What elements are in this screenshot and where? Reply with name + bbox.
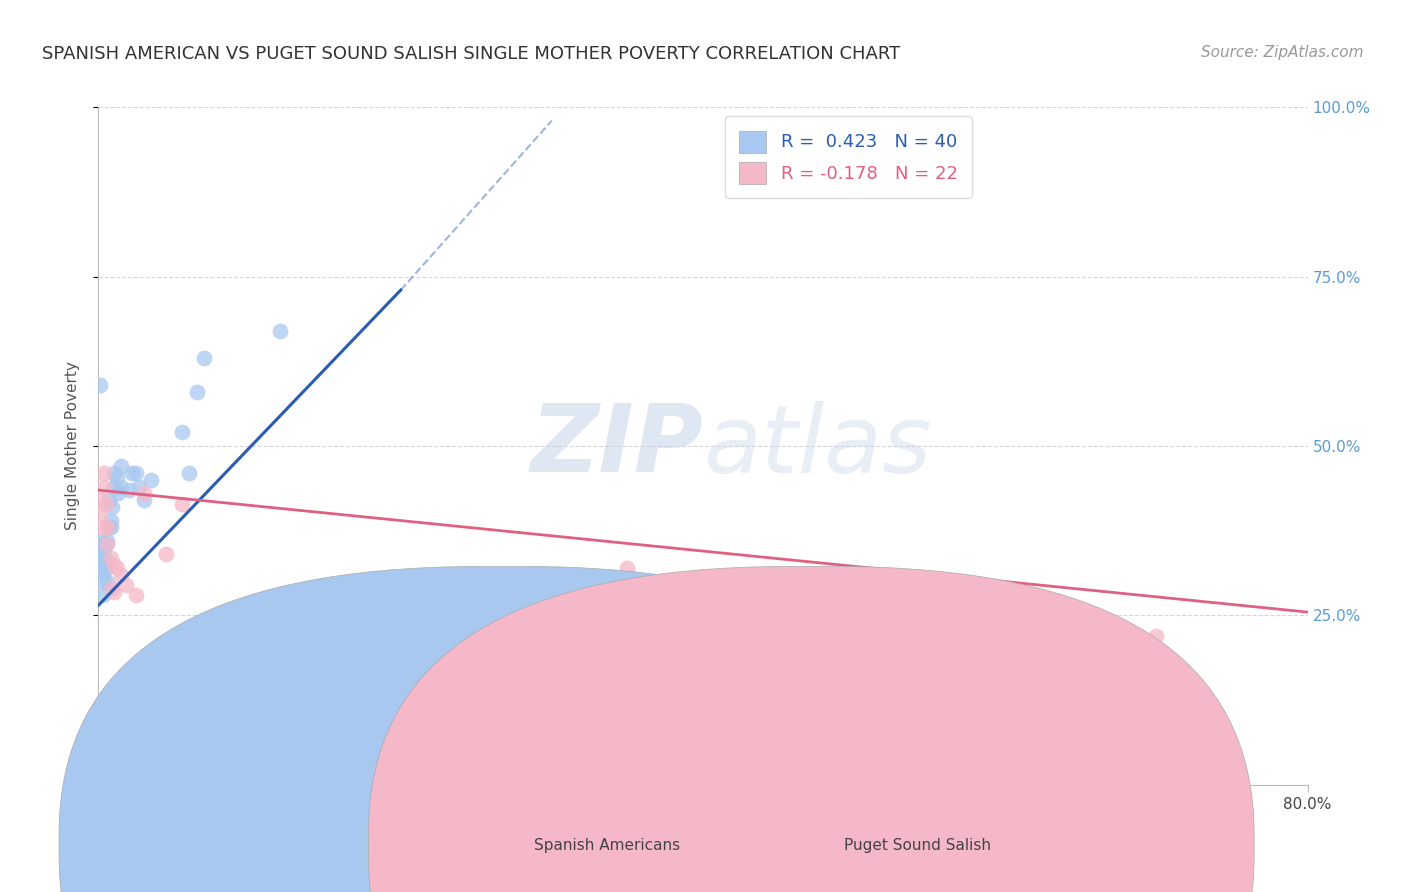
Point bbox=[103, 466, 125, 480]
Point bbox=[94, 537, 117, 551]
Point bbox=[193, 351, 215, 365]
Point bbox=[132, 493, 155, 508]
Point bbox=[96, 533, 118, 548]
Point bbox=[93, 466, 115, 480]
Point bbox=[101, 500, 124, 514]
Point bbox=[98, 493, 121, 508]
Point bbox=[94, 497, 117, 511]
Point bbox=[269, 324, 291, 338]
Point bbox=[170, 425, 193, 440]
Text: atlas: atlas bbox=[703, 401, 931, 491]
Point bbox=[91, 520, 114, 534]
Point bbox=[103, 584, 125, 599]
Point bbox=[155, 548, 177, 562]
Point bbox=[179, 466, 201, 480]
Point bbox=[110, 567, 132, 582]
Point bbox=[103, 480, 125, 494]
Point bbox=[93, 574, 115, 589]
Point bbox=[844, 642, 866, 657]
Text: Puget Sound Salish: Puget Sound Salish bbox=[844, 838, 991, 853]
Point bbox=[90, 493, 112, 508]
Text: Source: ZipAtlas.com: Source: ZipAtlas.com bbox=[1201, 45, 1364, 60]
Point bbox=[141, 473, 163, 487]
Point bbox=[107, 486, 129, 500]
Point bbox=[100, 520, 122, 534]
Point bbox=[170, 497, 193, 511]
Point bbox=[91, 537, 114, 551]
Legend: R =  0.423   N = 40, R = -0.178   N = 22: R = 0.423 N = 40, R = -0.178 N = 22 bbox=[724, 116, 972, 198]
Point bbox=[91, 548, 114, 562]
Point bbox=[114, 578, 136, 592]
Point bbox=[121, 466, 143, 480]
Point bbox=[118, 483, 141, 497]
Point bbox=[132, 486, 155, 500]
Point bbox=[94, 561, 117, 575]
Point bbox=[125, 588, 148, 602]
Point bbox=[91, 588, 114, 602]
Point bbox=[616, 561, 638, 575]
Point bbox=[110, 459, 132, 474]
Point bbox=[93, 565, 115, 579]
Point bbox=[110, 480, 132, 494]
Point bbox=[96, 537, 118, 551]
Point bbox=[89, 507, 111, 521]
Point bbox=[96, 554, 118, 568]
Point bbox=[105, 469, 128, 483]
Text: Spanish Americans: Spanish Americans bbox=[534, 838, 681, 853]
Point bbox=[125, 466, 148, 480]
Y-axis label: Single Mother Poverty: Single Mother Poverty bbox=[65, 361, 80, 531]
Point bbox=[360, 710, 382, 724]
Point bbox=[105, 561, 128, 575]
Point bbox=[91, 541, 114, 555]
Point bbox=[103, 558, 125, 572]
Point bbox=[101, 582, 124, 596]
Point bbox=[661, 676, 683, 690]
Point bbox=[93, 480, 115, 494]
Point bbox=[1144, 629, 1167, 643]
Point bbox=[186, 384, 208, 399]
Point bbox=[96, 520, 118, 534]
Point bbox=[100, 514, 122, 528]
Point bbox=[98, 520, 121, 534]
Point bbox=[89, 378, 111, 392]
Point bbox=[128, 480, 150, 494]
Point bbox=[96, 574, 118, 589]
Text: ZIP: ZIP bbox=[530, 400, 703, 492]
Point bbox=[89, 561, 111, 575]
Point bbox=[89, 550, 111, 565]
Point bbox=[90, 533, 112, 548]
Point bbox=[100, 550, 122, 565]
Point bbox=[90, 544, 112, 558]
Text: SPANISH AMERICAN VS PUGET SOUND SALISH SINGLE MOTHER POVERTY CORRELATION CHART: SPANISH AMERICAN VS PUGET SOUND SALISH S… bbox=[42, 45, 900, 62]
